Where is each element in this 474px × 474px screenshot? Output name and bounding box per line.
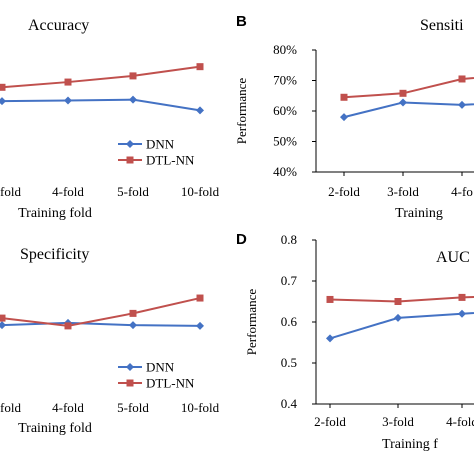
data-point-dtl-nn <box>394 298 402 305</box>
data-point-dnn <box>399 98 407 107</box>
data-point-dtl-nn <box>196 63 204 71</box>
x-tick-label: 10-fold <box>181 184 220 199</box>
data-point-dnn <box>64 96 72 105</box>
x-tick-label: 4-fold <box>52 400 84 415</box>
x-tick-label: 2-fold <box>314 414 346 429</box>
x-axis-label: Training f <box>382 437 438 452</box>
sensitivity-panel: 40% 50% 60% 70% 80% Performance B Sensiti 2-fold… <box>234 13 474 221</box>
panel-letter: D <box>236 231 247 248</box>
legend-marker-dtl-nn <box>126 156 134 164</box>
legend-label-dnn: DNN <box>146 137 175 152</box>
data-point-dtl-nn <box>129 72 137 80</box>
series-line-dnn <box>329 311 474 340</box>
x-tick-label: 4-fo <box>451 184 473 199</box>
chart-title: Accuracy <box>28 17 89 34</box>
series-line-dnn <box>0 98 201 112</box>
panel-letter: B <box>236 13 247 30</box>
series-line-dtl-nn <box>329 295 474 303</box>
data-point-dnn <box>340 113 348 122</box>
x-tick-label: fold <box>0 184 21 199</box>
x-tick-label: 4-fold <box>446 414 474 429</box>
legend-label-dnn: DNN <box>146 360 175 375</box>
x-axis-label: Training fold <box>18 421 92 436</box>
series-line-dtl-nn <box>0 65 201 89</box>
x-tick-label: 5-fold <box>117 184 149 199</box>
legend-label-dtl-nn: DTL-NN <box>146 376 195 391</box>
data-point-dtl-nn <box>64 322 72 330</box>
x-axis-label: Training <box>395 206 443 221</box>
data-point-dtl-nn <box>340 93 348 101</box>
y-tick-label: 60% <box>273 103 297 118</box>
y-tick-label: 50% <box>273 134 297 149</box>
y-tick-label: 40% <box>273 164 297 179</box>
x-tick-label: 3-fold <box>382 414 414 429</box>
x-tick-label: fold <box>0 400 21 415</box>
x-tick-label: 10-fold <box>181 400 220 415</box>
x-axis-label: Training fold <box>18 206 92 221</box>
y-axis-label: Performance <box>244 289 259 356</box>
data-point-dnn <box>196 321 204 330</box>
data-point-dtl-nn <box>326 295 334 303</box>
data-point-dtl-nn <box>0 314 6 322</box>
data-point-dnn <box>129 321 137 330</box>
y-tick-label: 80% <box>273 42 297 57</box>
x-tick-label: 4-fold <box>52 184 84 199</box>
data-point-dnn <box>0 97 6 106</box>
series-line-dtl-nn <box>0 297 201 327</box>
data-point-dtl-nn <box>458 75 466 83</box>
legend-label-dtl-nn: DTL-NN <box>146 153 195 168</box>
series-line-dnn <box>0 321 201 327</box>
accuracy-panel: Accuracy fold 4-fold 5-fold 10-fold Training … <box>0 17 220 221</box>
legend-marker-dnn <box>126 363 134 371</box>
x-tick-label: 3-fold <box>387 184 419 199</box>
series-line-dnn <box>343 101 474 119</box>
y-axis-label: Performance <box>234 78 249 145</box>
data-point-dnn <box>326 334 334 343</box>
x-tick-label: 5-fold <box>117 400 149 415</box>
data-point-dnn <box>458 309 466 318</box>
data-point-dtl-nn <box>196 294 204 302</box>
auc-panel: 0.4 0.5 0.6 0.7 0.8 Performance D AUC 2-fold 3-fo… <box>236 231 474 452</box>
data-point-dnn <box>196 106 204 115</box>
data-point-dnn <box>458 100 466 109</box>
legend-marker-dnn <box>126 140 134 148</box>
data-point-dtl-nn <box>0 83 6 91</box>
data-point-dtl-nn <box>399 89 407 97</box>
chart-title: Sensiti <box>420 17 464 34</box>
data-point-dtl-nn <box>64 78 72 86</box>
y-tick-label: 0.7 <box>281 273 298 288</box>
chart-title: Specificity <box>20 246 89 263</box>
data-point-dnn <box>129 95 137 104</box>
y-tick-label: 0.8 <box>281 232 297 247</box>
y-tick-label: 0.5 <box>281 355 297 370</box>
data-point-dnn <box>0 321 6 330</box>
y-tick-label: 0.6 <box>281 314 298 329</box>
specificity-panel: Specificity fold 4-fold 5-fold 10-fold Traini… <box>0 246 220 436</box>
data-point-dnn <box>394 313 402 322</box>
legend-marker-dtl-nn <box>126 379 134 387</box>
y-tick-label: 70% <box>273 73 297 88</box>
y-tick-label: 0.4 <box>281 396 298 411</box>
data-point-dtl-nn <box>129 309 137 317</box>
data-point-dtl-nn <box>458 293 466 301</box>
x-tick-label: 2-fold <box>328 184 360 199</box>
chart-title: AUC <box>436 249 470 266</box>
series-line-dtl-nn <box>343 77 474 99</box>
